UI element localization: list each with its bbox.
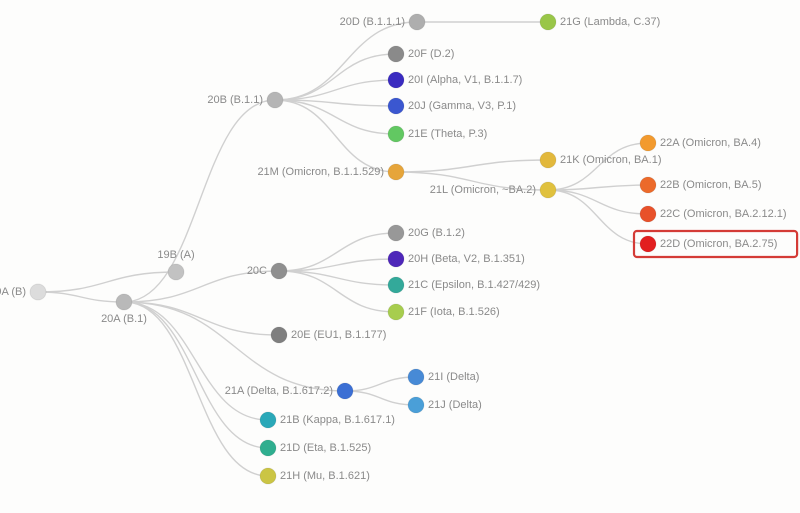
node-label: 21C (Epsilon, B.1.427/429) xyxy=(408,279,540,291)
node-circle[interactable] xyxy=(640,206,656,222)
tree-node[interactable]: 20C xyxy=(247,263,287,279)
node-circle[interactable] xyxy=(388,225,404,241)
tree-node[interactable]: 20D (B.1.1.1) xyxy=(340,14,425,30)
node-label: 20C xyxy=(247,265,267,277)
tree-node[interactable]: 22A (Omicron, BA.4) xyxy=(640,135,761,151)
tree-node[interactable]: 21E (Theta, P.3) xyxy=(388,126,487,142)
node-label: 20J (Gamma, V3, P.1) xyxy=(408,100,516,112)
node-label: 21D (Eta, B.1.525) xyxy=(280,442,371,454)
tree-edge xyxy=(548,143,648,190)
tree-node[interactable]: 21M (Omicron, B.1.1.529) xyxy=(257,164,404,180)
tree-node[interactable]: 20I (Alpha, V1, B.1.1.7) xyxy=(388,72,522,88)
node-label: 20I (Alpha, V1, B.1.1.7) xyxy=(408,74,522,86)
node-circle[interactable] xyxy=(388,251,404,267)
tree-node[interactable]: 22D (Omicron, BA.2.75) xyxy=(640,236,777,252)
node-label: 20A (B.1) xyxy=(101,313,147,325)
node-circle[interactable] xyxy=(388,277,404,293)
node-label: 22B (Omicron, BA.5) xyxy=(660,179,761,191)
edges-layer xyxy=(38,22,648,476)
node-label: 21H (Mu, B.1.621) xyxy=(280,470,370,482)
node-circle[interactable] xyxy=(271,263,287,279)
tree-edge xyxy=(279,271,396,312)
tree-node[interactable]: 20B (B.1.1) xyxy=(207,92,283,108)
node-circle[interactable] xyxy=(260,412,276,428)
node-circle[interactable] xyxy=(408,369,424,385)
tree-node[interactable]: 21G (Lambda, C.37) xyxy=(540,14,660,30)
node-circle[interactable] xyxy=(267,92,283,108)
tree-edge xyxy=(38,272,176,292)
tree-node[interactable]: 21J (Delta) xyxy=(408,397,482,413)
tree-node[interactable]: 20E (EU1, B.1.177) xyxy=(271,327,386,343)
node-label: 21A (Delta, B.1.617.2) xyxy=(225,385,333,397)
tree-node[interactable]: 21F (Iota, B.1.526) xyxy=(388,304,500,320)
tree-node[interactable]: 22B (Omicron, BA.5) xyxy=(640,177,761,193)
node-circle[interactable] xyxy=(640,177,656,193)
node-label: 20B (B.1.1) xyxy=(207,94,263,106)
node-circle[interactable] xyxy=(260,468,276,484)
node-label: 21I (Delta) xyxy=(428,371,479,383)
node-label: 19B (A) xyxy=(157,249,194,261)
node-circle[interactable] xyxy=(540,182,556,198)
node-circle[interactable] xyxy=(640,236,656,252)
tree-node[interactable]: 21B (Kappa, B.1.617.1) xyxy=(260,412,395,428)
node-label: 20H (Beta, V2, B.1.351) xyxy=(408,253,525,265)
lineage-tree: 19A (B) 19B (A) 20A (B.1) 20B (B.1.1) 20C 20E… xyxy=(0,0,800,513)
node-circle[interactable] xyxy=(388,98,404,114)
tree-node[interactable]: 21K (Omicron, BA.1) xyxy=(540,152,661,168)
node-circle[interactable] xyxy=(388,72,404,88)
tree-edge xyxy=(396,160,548,172)
tree-node[interactable]: 21H (Mu, B.1.621) xyxy=(260,468,370,484)
nodes-layer: 19A (B) 19B (A) 20A (B.1) 20B (B.1.1) 20C 20E… xyxy=(0,14,787,484)
tree-node[interactable]: 19B (A) xyxy=(157,249,194,280)
tree-node[interactable]: 20F (D.2) xyxy=(388,46,454,62)
node-label: 22D (Omicron, BA.2.75) xyxy=(660,238,777,250)
tree-node[interactable]: 20G (B.1.2) xyxy=(388,225,465,241)
node-label: 20F (D.2) xyxy=(408,48,454,60)
node-label: 22A (Omicron, BA.4) xyxy=(660,137,761,149)
node-circle[interactable] xyxy=(116,294,132,310)
tree-edge xyxy=(275,80,396,100)
node-label: 20G (B.1.2) xyxy=(408,227,465,239)
node-circle[interactable] xyxy=(388,164,404,180)
tree-node[interactable]: 21I (Delta) xyxy=(408,369,479,385)
tree-node[interactable]: 21C (Epsilon, B.1.427/429) xyxy=(388,277,540,293)
tree-edge xyxy=(345,391,416,405)
tree-edge xyxy=(345,377,416,391)
node-label: 21F (Iota, B.1.526) xyxy=(408,306,500,318)
node-label: 21E (Theta, P.3) xyxy=(408,128,487,140)
tree-node[interactable]: 21D (Eta, B.1.525) xyxy=(260,440,371,456)
tree-edge xyxy=(275,100,396,172)
tree-node[interactable]: 19A (B) xyxy=(0,284,46,300)
node-label: 22C (Omicron, BA.2.12.1) xyxy=(660,208,787,220)
tree-node[interactable]: 20J (Gamma, V3, P.1) xyxy=(388,98,516,114)
node-circle[interactable] xyxy=(168,264,184,280)
node-label: 20D (B.1.1.1) xyxy=(340,16,405,28)
node-circle[interactable] xyxy=(409,14,425,30)
node-label: 21L (Omicron, ~BA.2) xyxy=(430,184,536,196)
tree-edge xyxy=(38,292,124,302)
node-circle[interactable] xyxy=(388,126,404,142)
node-label: 19A (B) xyxy=(0,286,26,298)
tree-edge xyxy=(275,54,396,100)
node-label: 20E (EU1, B.1.177) xyxy=(291,329,386,341)
tree-node[interactable]: 22C (Omicron, BA.2.12.1) xyxy=(640,206,787,222)
node-circle[interactable] xyxy=(540,14,556,30)
node-circle[interactable] xyxy=(408,397,424,413)
node-label: 21G (Lambda, C.37) xyxy=(560,16,660,28)
node-circle[interactable] xyxy=(388,304,404,320)
node-circle[interactable] xyxy=(271,327,287,343)
node-circle[interactable] xyxy=(260,440,276,456)
node-circle[interactable] xyxy=(30,284,46,300)
tree-edge xyxy=(548,190,648,214)
node-circle[interactable] xyxy=(640,135,656,151)
tree-node[interactable]: 20H (Beta, V2, B.1.351) xyxy=(388,251,525,267)
node-label: 21J (Delta) xyxy=(428,399,482,411)
node-label: 21B (Kappa, B.1.617.1) xyxy=(280,414,395,426)
node-circle[interactable] xyxy=(540,152,556,168)
node-label: 21K (Omicron, BA.1) xyxy=(560,154,661,166)
node-circle[interactable] xyxy=(388,46,404,62)
node-label: 21M (Omicron, B.1.1.529) xyxy=(257,166,384,178)
node-circle[interactable] xyxy=(337,383,353,399)
tree-edge xyxy=(548,185,648,190)
